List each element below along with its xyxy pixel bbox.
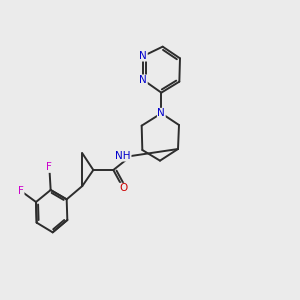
Text: N: N [158, 108, 165, 118]
Text: N: N [140, 75, 147, 85]
Text: O: O [119, 183, 128, 193]
Text: F: F [46, 162, 52, 172]
Text: N: N [140, 51, 147, 61]
Text: F: F [18, 186, 24, 196]
Text: NH: NH [116, 151, 131, 161]
